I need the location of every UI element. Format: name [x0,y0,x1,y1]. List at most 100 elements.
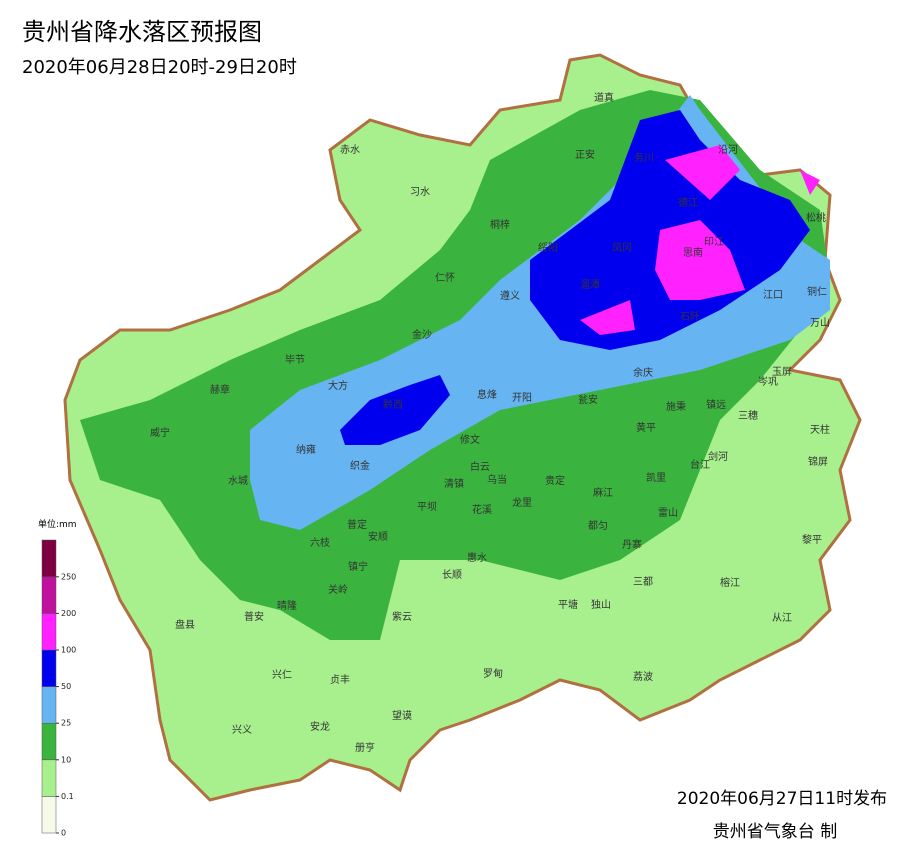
place-label: 玉屏 [772,366,792,378]
legend-unit: 单位:mm [38,518,77,530]
place-label: 独山 [591,598,611,611]
place-label: 花溪 [472,503,492,516]
legend-swatch [41,613,57,651]
place-label: 罗甸 [483,667,503,680]
place-label: 余庆 [633,366,653,379]
legend-tick-label: 25 [61,719,71,728]
place-label: 榕江 [720,576,740,589]
legend-tick-label: 200 [61,609,76,618]
place-label: 晴隆 [277,599,297,612]
place-label: 开阳 [512,392,532,404]
rain-zone-200 [580,300,635,335]
legend-swatch [41,759,57,797]
legend: 0 0.1 10 25 50 100 200 250 [41,539,76,838]
place-label: 遵义 [500,289,520,302]
place-label: 龙里 [512,496,532,509]
place-label: 册亨 [355,741,375,754]
place-label: 雷山 [658,507,678,519]
legend-tick-label: 0.1 [61,792,74,801]
place-label: 天柱 [810,423,830,436]
place-label: 安龙 [310,720,330,733]
place-label: 荔波 [633,670,653,683]
place-label: 贵定 [545,474,565,487]
place-label: 镇远 [706,398,726,411]
legend-tick-label: 50 [61,682,71,691]
place-label: 毕节 [285,353,305,366]
rain-zone-200 [665,145,740,200]
place-label: 黔西 [383,398,403,411]
place-label: 湄潭 [580,279,600,291]
place-label: 松桃 [806,211,826,224]
place-label: 赤水 [340,144,360,156]
place-label: 台江 [690,458,710,471]
place-label: 普定 [347,518,367,531]
place-label: 长顺 [442,569,462,581]
place-label: 都匀 [588,520,608,532]
place-label: 兴义 [232,724,252,736]
place-label: 镇宁 [348,560,368,573]
place-label: 仁怀 [435,272,455,284]
place-label: 三穗 [738,409,758,422]
place-label: 习水 [410,186,430,198]
legend-swatch [41,722,57,761]
agency: 贵州省气象台 制 [713,822,837,842]
place-label: 丹寨 [622,538,642,551]
place-label: 安顺 [368,530,388,543]
place-label: 江口 [763,289,783,301]
place-label: 平塘 [558,598,578,611]
place-label: 惠水 [467,551,487,564]
legend-swatch [41,539,57,578]
place-label: 岑巩 [758,376,778,388]
place-label: 大方 [328,379,348,392]
rain-zone-200 [655,220,745,300]
legend-tick-label: 10 [61,755,71,764]
place-label: 从江 [772,612,792,624]
place-label: 绥阳 [538,242,558,254]
place-label: 凯里 [646,471,666,484]
place-label: 凤冈 [612,242,632,254]
place-label: 六枝 [310,536,330,549]
place-label: 水城 [228,475,248,487]
place-label: 剑河 [708,450,728,463]
place-label: 施秉 [666,400,686,413]
place-label: 关岭 [328,583,348,596]
place-label: 三都 [633,576,653,588]
place-label: 思南 [683,246,703,259]
place-label: 威宁 [150,426,170,439]
place-label: 息烽 [477,388,497,401]
place-label: 清镇 [444,477,464,490]
place-label: 道真 [594,91,614,104]
place-label: 印江 [704,236,724,248]
place-label: 黄平 [636,421,656,434]
place-label: 金沙 [412,328,432,341]
place-label: 织金 [350,459,370,472]
map-title: 贵州省降水落区预报图 [22,18,262,46]
place-label: 万山 [810,317,830,329]
place-label: 兴仁 [272,669,292,681]
place-label: 望谟 [392,709,412,722]
legend-tick-label: 0 [61,829,66,838]
legend-tick-label: 100 [61,646,76,655]
place-label: 修文 [460,433,480,446]
legend-swatch [41,686,57,724]
place-label: 白云 [470,460,490,473]
place-label: 正安 [575,148,595,161]
place-label: 纳雍 [296,443,316,456]
place-label: 锦屏 [808,455,828,468]
legend-swatch [41,796,57,834]
place-label: 黎平 [802,533,822,546]
place-label: 德江 [678,196,698,209]
place-label: 紫云 [392,611,412,623]
place-label: 铜仁 [807,286,827,298]
issue-time: 2020年06月27日11时发布 [677,789,887,809]
map-subtitle: 2020年06月28日20时-29日20时 [22,57,297,78]
place-label: 普安 [244,610,264,623]
place-label: 贞丰 [330,673,350,686]
place-label: 桐梓 [490,218,510,231]
place-label: 务川 [634,151,654,164]
legend-tick-label: 250 [61,572,76,581]
place-label: 平坝 [417,501,437,513]
place-label: 麻江 [593,486,613,499]
